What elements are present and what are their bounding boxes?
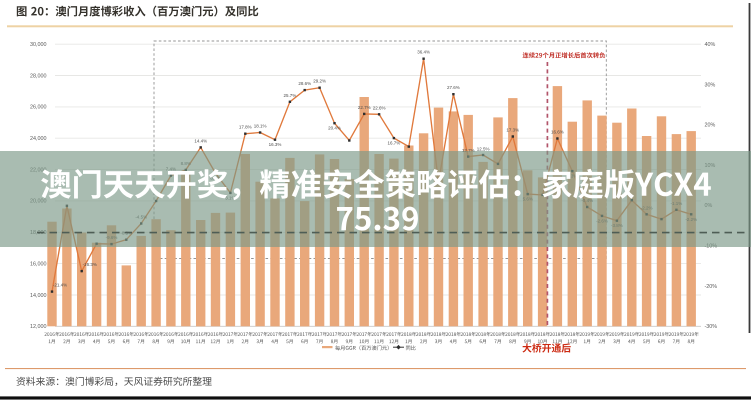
svg-text:-21.4%: -21.4% bbox=[53, 283, 67, 288]
svg-text:16.7%: 16.7% bbox=[388, 141, 401, 146]
svg-text:-16.3%: -16.3% bbox=[83, 262, 97, 267]
svg-text:16.3%: 16.3% bbox=[269, 142, 282, 147]
svg-text:20.4%: 20.4% bbox=[328, 126, 341, 131]
svg-text:22.6%: 22.6% bbox=[373, 105, 386, 110]
svg-text:12.7%: 12.7% bbox=[462, 148, 475, 153]
svg-text:22.7%: 22.7% bbox=[358, 105, 371, 110]
svg-text:17.3%: 17.3% bbox=[506, 128, 519, 133]
svg-text:29.2%: 29.2% bbox=[313, 79, 326, 84]
svg-text:17.8%: 17.8% bbox=[239, 125, 252, 130]
svg-text:-20%: -20% bbox=[705, 284, 718, 290]
svg-text:36.4%: 36.4% bbox=[417, 50, 430, 55]
svg-text:20%: 20% bbox=[705, 123, 716, 129]
svg-text:18.1%: 18.1% bbox=[254, 124, 267, 129]
svg-text:40%: 40% bbox=[705, 42, 716, 48]
svg-text:14.4%: 14.4% bbox=[194, 138, 207, 143]
svg-text:28,000: 28,000 bbox=[30, 73, 47, 79]
svg-text:12.5%: 12.5% bbox=[477, 147, 490, 152]
svg-text:12,000: 12,000 bbox=[30, 324, 47, 330]
svg-text:26,000: 26,000 bbox=[30, 105, 47, 111]
svg-text:28.6%: 28.6% bbox=[298, 81, 311, 86]
svg-text:-30%: -30% bbox=[705, 324, 718, 330]
svg-text:27.6%: 27.6% bbox=[447, 85, 460, 90]
svg-text:16,000: 16,000 bbox=[30, 261, 47, 267]
svg-text:30,000: 30,000 bbox=[30, 42, 47, 48]
svg-text:30%: 30% bbox=[705, 82, 716, 88]
svg-text:25.7%: 25.7% bbox=[284, 93, 297, 98]
svg-text:16.6%: 16.6% bbox=[551, 130, 564, 135]
svg-text:14,000: 14,000 bbox=[30, 293, 47, 299]
svg-text:24,000: 24,000 bbox=[30, 136, 47, 142]
